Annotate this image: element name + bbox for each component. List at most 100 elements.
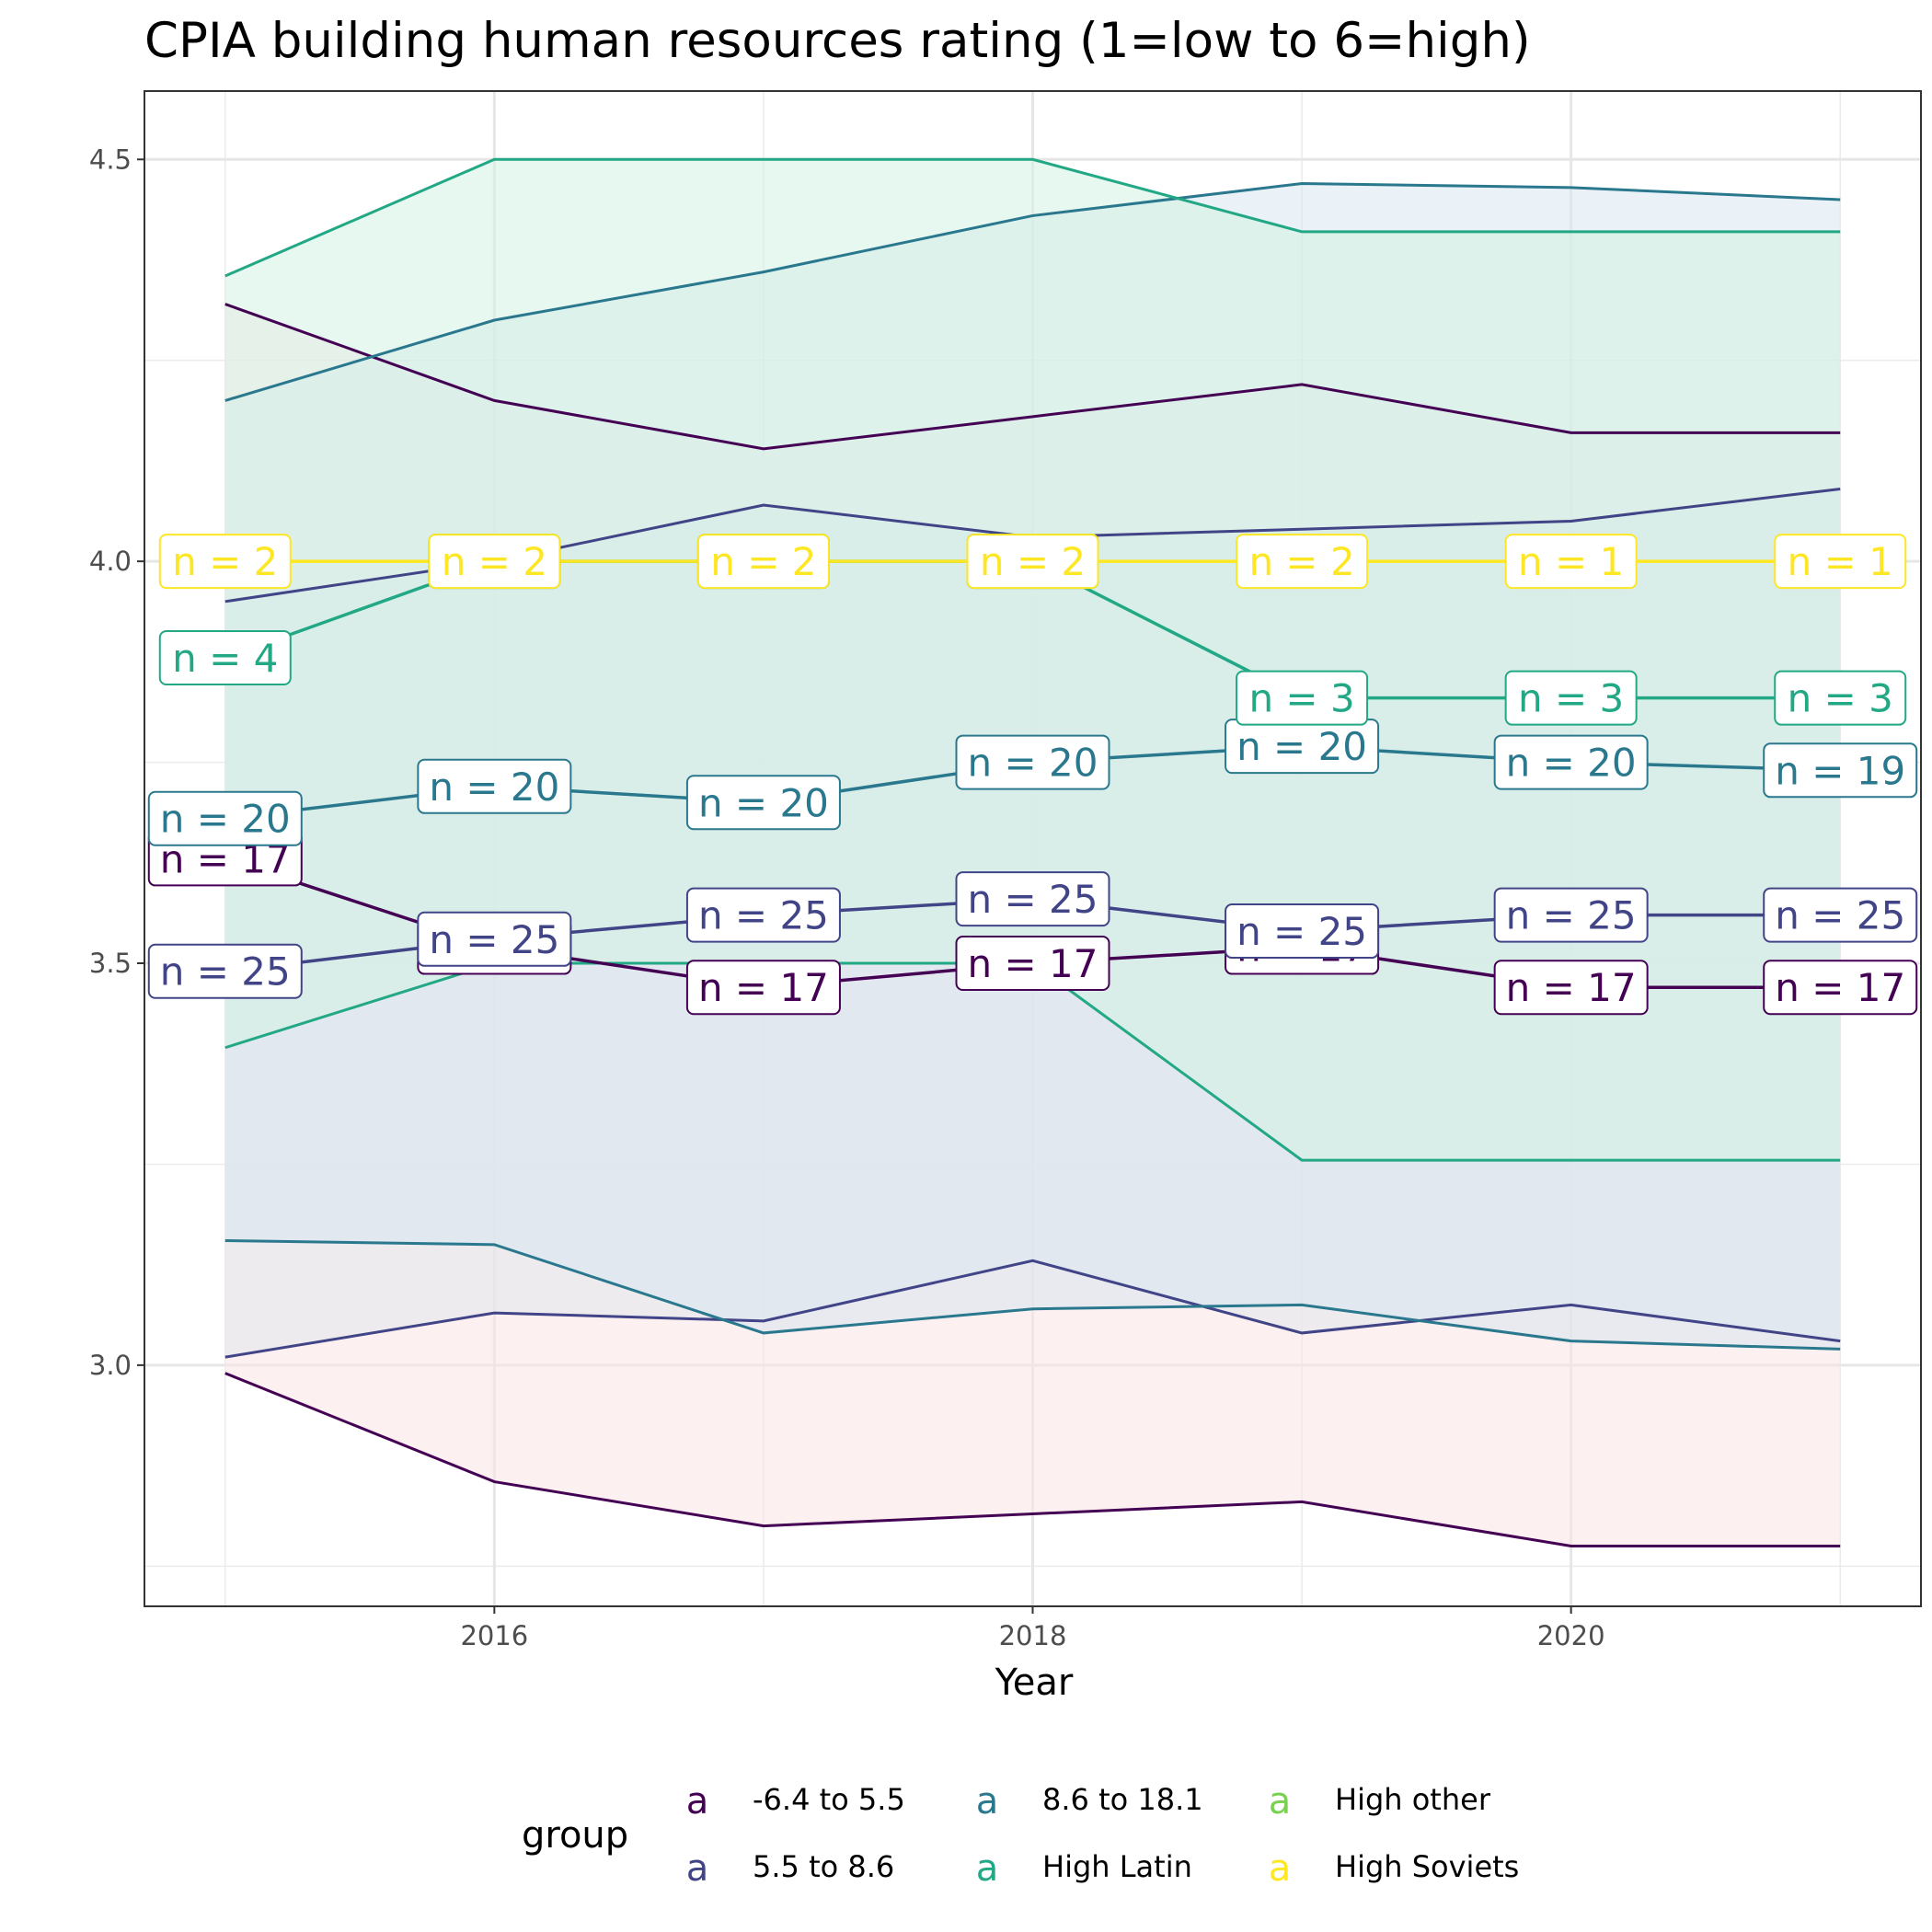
x-axis-title: Year bbox=[995, 1662, 1074, 1704]
n-label-text: n = 1 bbox=[1788, 539, 1893, 584]
n-label-text: n = 2 bbox=[980, 539, 1086, 584]
n-label-box bbox=[1493, 960, 1649, 1016]
legend-label: 5.5 to 8.6 bbox=[753, 1849, 894, 1884]
n-label-text: n = 17 bbox=[1775, 965, 1905, 1010]
x-tick-label: 2016 bbox=[460, 1620, 528, 1651]
n-label-box bbox=[1504, 534, 1638, 590]
legend-key: a bbox=[1269, 1780, 1292, 1823]
n-label-text: n = 2 bbox=[1248, 539, 1354, 584]
legend-label: High Soviets bbox=[1335, 1849, 1519, 1884]
n-label-text: n = 3 bbox=[1248, 676, 1354, 721]
n-label-text: n = 20 bbox=[968, 741, 1098, 786]
n-label-box bbox=[1493, 887, 1649, 943]
n-label-box bbox=[1493, 734, 1649, 790]
n-label: n = 19 bbox=[1763, 742, 1918, 799]
n-label-text: n = 25 bbox=[698, 893, 829, 938]
n-label-text: n = 25 bbox=[429, 917, 559, 962]
n-label-box bbox=[1236, 534, 1369, 590]
n-label-box bbox=[955, 936, 1110, 992]
n-label: n = 25 bbox=[1225, 903, 1380, 960]
n-label-box bbox=[1236, 670, 1369, 726]
n-label-text: n = 19 bbox=[1775, 748, 1905, 793]
n-label-box bbox=[158, 534, 292, 590]
n-label-text: n = 3 bbox=[1788, 676, 1893, 721]
n-label-box bbox=[428, 534, 561, 590]
n-label: n = 3 bbox=[1236, 670, 1369, 726]
lower-line-5.5 to 8.6 bbox=[224, 1259, 1841, 1359]
n-label-text: n = 25 bbox=[160, 949, 291, 995]
n-label: n = 17 bbox=[1763, 960, 1918, 1016]
y-tick-label: 3.0 bbox=[89, 1350, 132, 1381]
n-label: n = 25 bbox=[147, 943, 303, 999]
n-label: n = 20 bbox=[685, 775, 841, 831]
n-label: n = 2 bbox=[428, 534, 561, 590]
n-label-text: n = 2 bbox=[172, 539, 278, 584]
n-label: n = 20 bbox=[1225, 719, 1380, 775]
x-tick-label: 2020 bbox=[1537, 1620, 1605, 1651]
legend-key: a bbox=[686, 1847, 709, 1890]
n-label: n = 2 bbox=[1236, 534, 1369, 590]
n-label: n = 3 bbox=[1774, 670, 1907, 726]
n-label-box bbox=[147, 790, 303, 846]
upper-line--6.4 to 5.5 bbox=[224, 303, 1841, 451]
n-label-text: n = 25 bbox=[1236, 909, 1367, 954]
upper-line-8.6 to 18.1 bbox=[224, 181, 1841, 402]
n-label-text: n = 20 bbox=[698, 780, 829, 825]
n-label: n = 20 bbox=[417, 758, 572, 814]
n-label-box bbox=[147, 943, 303, 999]
n-label-box bbox=[955, 871, 1110, 927]
x-tick-label: 2018 bbox=[999, 1620, 1067, 1651]
y-tick-label: 4.5 bbox=[89, 144, 132, 175]
n-label-box bbox=[1504, 670, 1638, 726]
n-label: n = 17 bbox=[1493, 960, 1649, 1016]
n-label: n = 17 bbox=[955, 936, 1110, 992]
n-label: n = 25 bbox=[1493, 887, 1649, 943]
y-tick-label: 3.5 bbox=[89, 948, 132, 979]
n-label-box bbox=[955, 734, 1110, 790]
legend-title: group bbox=[522, 1814, 628, 1857]
n-label-text: n = 4 bbox=[172, 636, 278, 681]
legend-label: -6.4 to 5.5 bbox=[753, 1782, 905, 1817]
n-label-text: n = 17 bbox=[698, 965, 829, 1010]
n-label-text: n = 20 bbox=[429, 765, 559, 810]
legend-key: a bbox=[976, 1847, 999, 1890]
n-label-text: n = 2 bbox=[710, 539, 816, 584]
n-label: n = 25 bbox=[685, 887, 841, 943]
n-label-box bbox=[417, 758, 572, 814]
n-label-box bbox=[417, 911, 572, 967]
n-label-text: n = 20 bbox=[1236, 724, 1367, 769]
n-label: n = 3 bbox=[1504, 670, 1638, 726]
n-label: n = 20 bbox=[147, 790, 303, 846]
n-label-text: n = 17 bbox=[1506, 965, 1637, 1010]
n-label: n = 1 bbox=[1504, 534, 1638, 590]
n-label-box bbox=[1763, 960, 1918, 1016]
upper-line-High Latin bbox=[224, 157, 1841, 278]
n-label-box bbox=[1763, 742, 1918, 799]
n-label-text: n = 1 bbox=[1518, 539, 1624, 584]
n-label-text: n = 25 bbox=[1775, 893, 1905, 938]
n-label-box bbox=[685, 960, 841, 1016]
n-label-text: n = 2 bbox=[442, 539, 547, 584]
n-label-box bbox=[158, 629, 292, 685]
legend-key: a bbox=[1269, 1847, 1292, 1890]
legend-key: a bbox=[686, 1780, 709, 1823]
n-label-text: n = 20 bbox=[160, 797, 291, 842]
chart-title: CPIA building human resources rating (1=… bbox=[144, 13, 1531, 69]
n-label-box bbox=[685, 887, 841, 943]
n-label: n = 4 bbox=[158, 629, 292, 685]
n-label: n = 2 bbox=[158, 534, 292, 590]
n-label: n = 25 bbox=[417, 911, 572, 967]
n-label: n = 1 bbox=[1774, 534, 1907, 590]
n-label: n = 20 bbox=[955, 734, 1110, 790]
legend: group a -6.4 to 5.5 a 5.5 to 8.6 a 8.6 to 18.… bbox=[522, 1780, 1519, 1890]
n-label: n = 17 bbox=[685, 960, 841, 1016]
lower-line--6.4 to 5.5 bbox=[224, 1372, 1841, 1547]
n-label-text: n = 25 bbox=[968, 877, 1098, 922]
legend-label: High Latin bbox=[1042, 1849, 1192, 1884]
legend-label: 8.6 to 18.1 bbox=[1042, 1782, 1203, 1817]
n-label: n = 25 bbox=[1763, 887, 1918, 943]
n-label: n = 2 bbox=[696, 534, 830, 590]
n-label-text: n = 25 bbox=[1506, 893, 1637, 938]
n-label-box bbox=[1763, 887, 1918, 943]
